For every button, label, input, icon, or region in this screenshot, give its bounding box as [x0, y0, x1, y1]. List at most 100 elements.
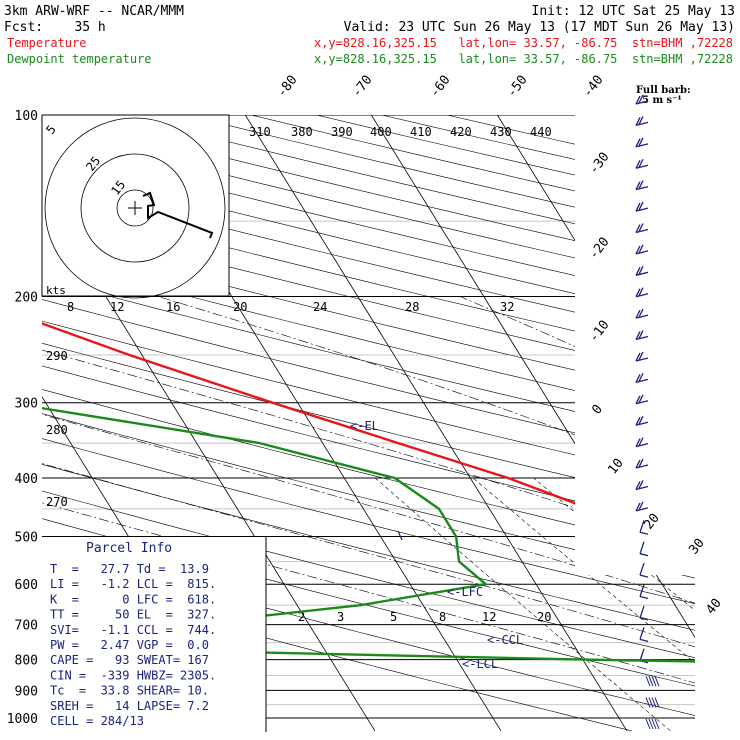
wind-barb — [639, 562, 649, 578]
pressure-tick-600: 600 — [15, 578, 38, 593]
pressure-tick-800: 800 — [15, 654, 38, 669]
isotherm-label-30: 30 — [686, 536, 707, 558]
isotherm-label-40: 40 — [703, 596, 724, 618]
dry-adiabat-390 — [42, 115, 695, 732]
dry-adiabat-480 — [186, 115, 695, 732]
wind-barb — [639, 584, 649, 600]
dry-adiabat-370 — [42, 115, 695, 732]
wind-barb — [635, 351, 649, 362]
hodograph-trace — [142, 191, 214, 239]
parcel-tick — [397, 530, 403, 541]
moist-adiabat--2 — [42, 296, 695, 732]
parcel-info-row: SREH = 14 LAPSE= 7.2 — [50, 699, 209, 713]
theta-label-440: 440 — [530, 125, 552, 139]
wind-barb — [635, 287, 649, 298]
wind-barb — [635, 158, 649, 169]
parcel-label-el: <-EL — [350, 419, 379, 433]
isotherm-label--70: -70 — [349, 73, 375, 101]
parcel-info-row: LI = -1.2 LCL = 815. — [50, 577, 216, 591]
wind-barb — [635, 137, 649, 148]
moist-adiabat-6 — [42, 296, 695, 732]
isotherm-label--80: -80 — [274, 73, 300, 101]
wind-barb — [635, 244, 649, 255]
isotherm-label--40: -40 — [580, 73, 606, 101]
pressure-tick-500: 500 — [15, 530, 38, 545]
theta-label-420: 420 — [450, 125, 472, 139]
theta-label-400: 400 — [370, 125, 392, 139]
parcel-label-ccl: <-CCL — [487, 633, 523, 647]
temperature-legend: Temperature — [7, 36, 86, 50]
parcel-info-row: CIN = -339 HWBZ= 2305. — [50, 668, 216, 682]
parcel-info-box: Parcel Info T = 27.7 Td = 13.9LI = -1.2 … — [42, 537, 267, 732]
isotherm--20 — [244, 115, 628, 731]
wind-barb — [635, 480, 649, 491]
wind-barb — [635, 116, 649, 127]
wind-barb — [635, 373, 649, 384]
isotherm-label-10: 10 — [605, 456, 626, 478]
mixing-upper-label-20: 20 — [233, 300, 247, 314]
barb-legend-line1: Full barb: — [636, 85, 691, 96]
mixing-lower-label-3: 3 — [337, 610, 344, 624]
hodograph-kts-label: kts — [46, 284, 66, 297]
temperature-location: x,y=828.16,325.15 lat,lon= 33.57, -86.75… — [314, 36, 733, 50]
hodograph-ring-0 — [116, 189, 154, 227]
isotherm-label--50: -50 — [504, 73, 530, 101]
dry-adiabat-280 — [42, 115, 695, 732]
wind-barb — [645, 675, 660, 687]
pressure-tick-900: 900 — [15, 684, 38, 699]
wind-barb — [635, 437, 649, 448]
isotherm-label--20: -20 — [586, 235, 612, 263]
mixing-upper-label-32: 32 — [500, 300, 514, 314]
dry-adiabat-290 — [42, 115, 695, 732]
theta-label-310: 310 — [249, 125, 271, 139]
isotherm-label--60: -60 — [427, 73, 453, 101]
dewpoint-location: x,y=828.16,325.15 lat,lon= 33.57, -86.75… — [314, 52, 733, 66]
parcel-info-title: Parcel Info — [86, 541, 172, 556]
isotherm-label-20: 20 — [641, 511, 662, 533]
parcel-level-labels: <-EL <-LFC <-CCL <-LCL — [350, 419, 523, 671]
wind-barb — [635, 330, 649, 341]
wind-barb — [639, 520, 649, 535]
wind-barb — [645, 697, 660, 708]
parcel-info-row: CAPE = 93 SWEAT= 167 — [50, 653, 209, 667]
parcel-info-row: CELL = 284/13 — [50, 714, 144, 728]
wind-barb — [635, 223, 649, 234]
pressure-tick-1000: 1000 — [7, 712, 38, 727]
moist-adiabat-38 — [459, 296, 695, 732]
wind-barbs — [635, 94, 660, 730]
theta-label-410: 410 — [410, 125, 432, 139]
mixing-lower-label-8: 8 — [439, 610, 446, 624]
parcel-label-lcl: <-LCL — [462, 657, 498, 671]
wind-barb — [635, 308, 649, 319]
valid-label: Valid: 23 UTC Sun 26 May 13 (17 MDT Sun … — [344, 20, 735, 35]
init-label: Init: 12 UTC Sat 25 May 13 — [532, 4, 736, 19]
dry-adiabat-350 — [42, 115, 695, 732]
pressure-tick-400: 400 — [15, 472, 38, 487]
hodograph-ring-1 — [80, 153, 190, 263]
wind-barb — [635, 94, 649, 105]
parcel-info-row: SVI= -1.1 CCL = 744. — [50, 623, 216, 637]
dry-adiabat-250 — [42, 115, 632, 732]
dry-adiabat-380 — [42, 115, 695, 732]
mixing-lower-label-2: 2 — [298, 610, 305, 624]
isotherm--10 — [370, 115, 695, 731]
wind-barb — [635, 415, 649, 426]
moist-adiabat-14 — [42, 296, 695, 732]
parcel-info-row: TT = 50 EL = 327. — [50, 608, 216, 622]
dewpoint-line — [42, 115, 695, 719]
hodograph-ring-2 — [44, 117, 226, 299]
parcel-label-lfc: <-LFC — [447, 585, 483, 599]
mixing-lower-label-5: 5 — [390, 610, 397, 624]
theta-label-380: 380 — [291, 125, 313, 139]
mixing-upper-label-12: 12 — [110, 300, 124, 314]
isotherm-label--10: -10 — [586, 318, 612, 346]
dry-adiabat-340 — [42, 115, 695, 732]
isotherm-label-0: 0 — [589, 402, 606, 417]
parcel-info-row: PW = 2.47 VGP = 0.0 — [50, 638, 209, 652]
dry-adiabat-300 — [42, 115, 695, 732]
wind-barb — [635, 501, 649, 512]
theta-label-390: 390 — [331, 125, 353, 139]
mixing-lower-label-20: 20 — [537, 610, 551, 624]
